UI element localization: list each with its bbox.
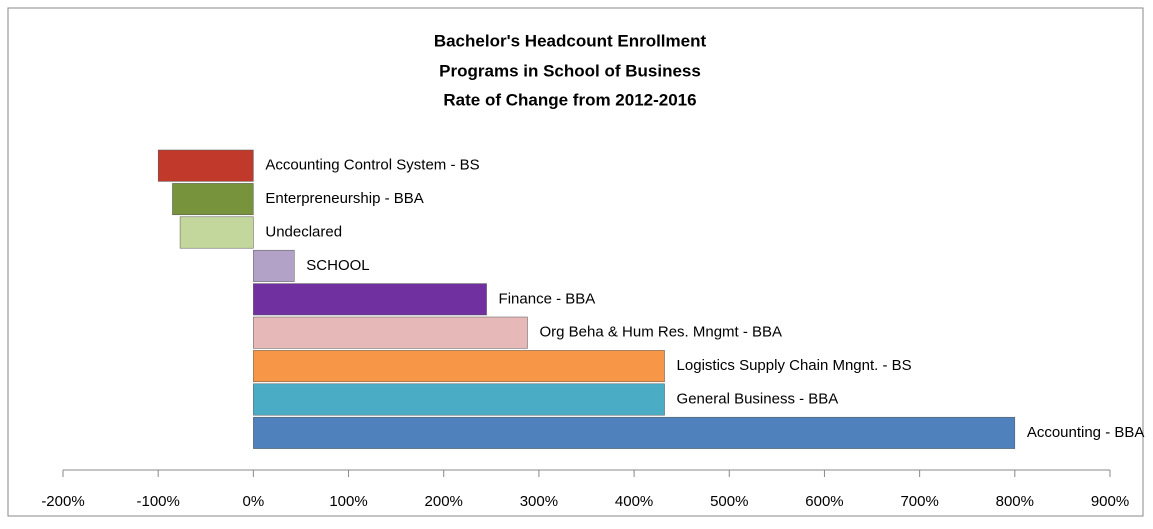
bar-label: Logistics Supply Chain Mngnt. - BS	[677, 357, 912, 374]
bar	[253, 283, 487, 316]
bar-label: Org Beha & Hum Res. Mngmt - BBA	[539, 324, 782, 341]
bar-label: General Business - BBA	[677, 390, 839, 407]
x-tick-label: -200%	[41, 493, 84, 510]
bar	[253, 316, 528, 349]
bar	[157, 149, 254, 182]
bar	[253, 350, 665, 383]
bar	[253, 249, 295, 282]
bar	[172, 183, 254, 216]
x-tick-label: -100%	[137, 493, 180, 510]
bar	[179, 216, 254, 249]
bar-label: Undeclared	[265, 223, 342, 240]
chart-title: Bachelor's Headcount Enrollment	[434, 31, 707, 50]
bar-label: Enterpreneurship - BBA	[265, 190, 423, 207]
x-tick-label: 200%	[425, 493, 463, 510]
bar-label: Finance - BBA	[499, 290, 596, 307]
x-tick-label: 500%	[710, 493, 748, 510]
x-tick-label: 300%	[520, 493, 558, 510]
x-tick-label: 400%	[615, 493, 653, 510]
x-tick-label: 900%	[1091, 493, 1129, 510]
bar-label: SCHOOL	[306, 257, 369, 274]
bar	[253, 383, 665, 416]
x-tick-label: 700%	[900, 493, 938, 510]
bar	[253, 416, 1016, 449]
chart-title: Rate of Change from 2012-2016	[443, 90, 696, 109]
x-tick-label: 600%	[805, 493, 843, 510]
bar-label: Accounting Control System - BS	[265, 157, 479, 174]
x-tick-label: 0%	[243, 493, 265, 510]
x-tick-label: 800%	[996, 493, 1034, 510]
bar-label: Accounting - BBA	[1027, 424, 1145, 441]
chart-title: Programs in School of Business	[439, 61, 701, 80]
x-tick-label: 100%	[329, 493, 367, 510]
